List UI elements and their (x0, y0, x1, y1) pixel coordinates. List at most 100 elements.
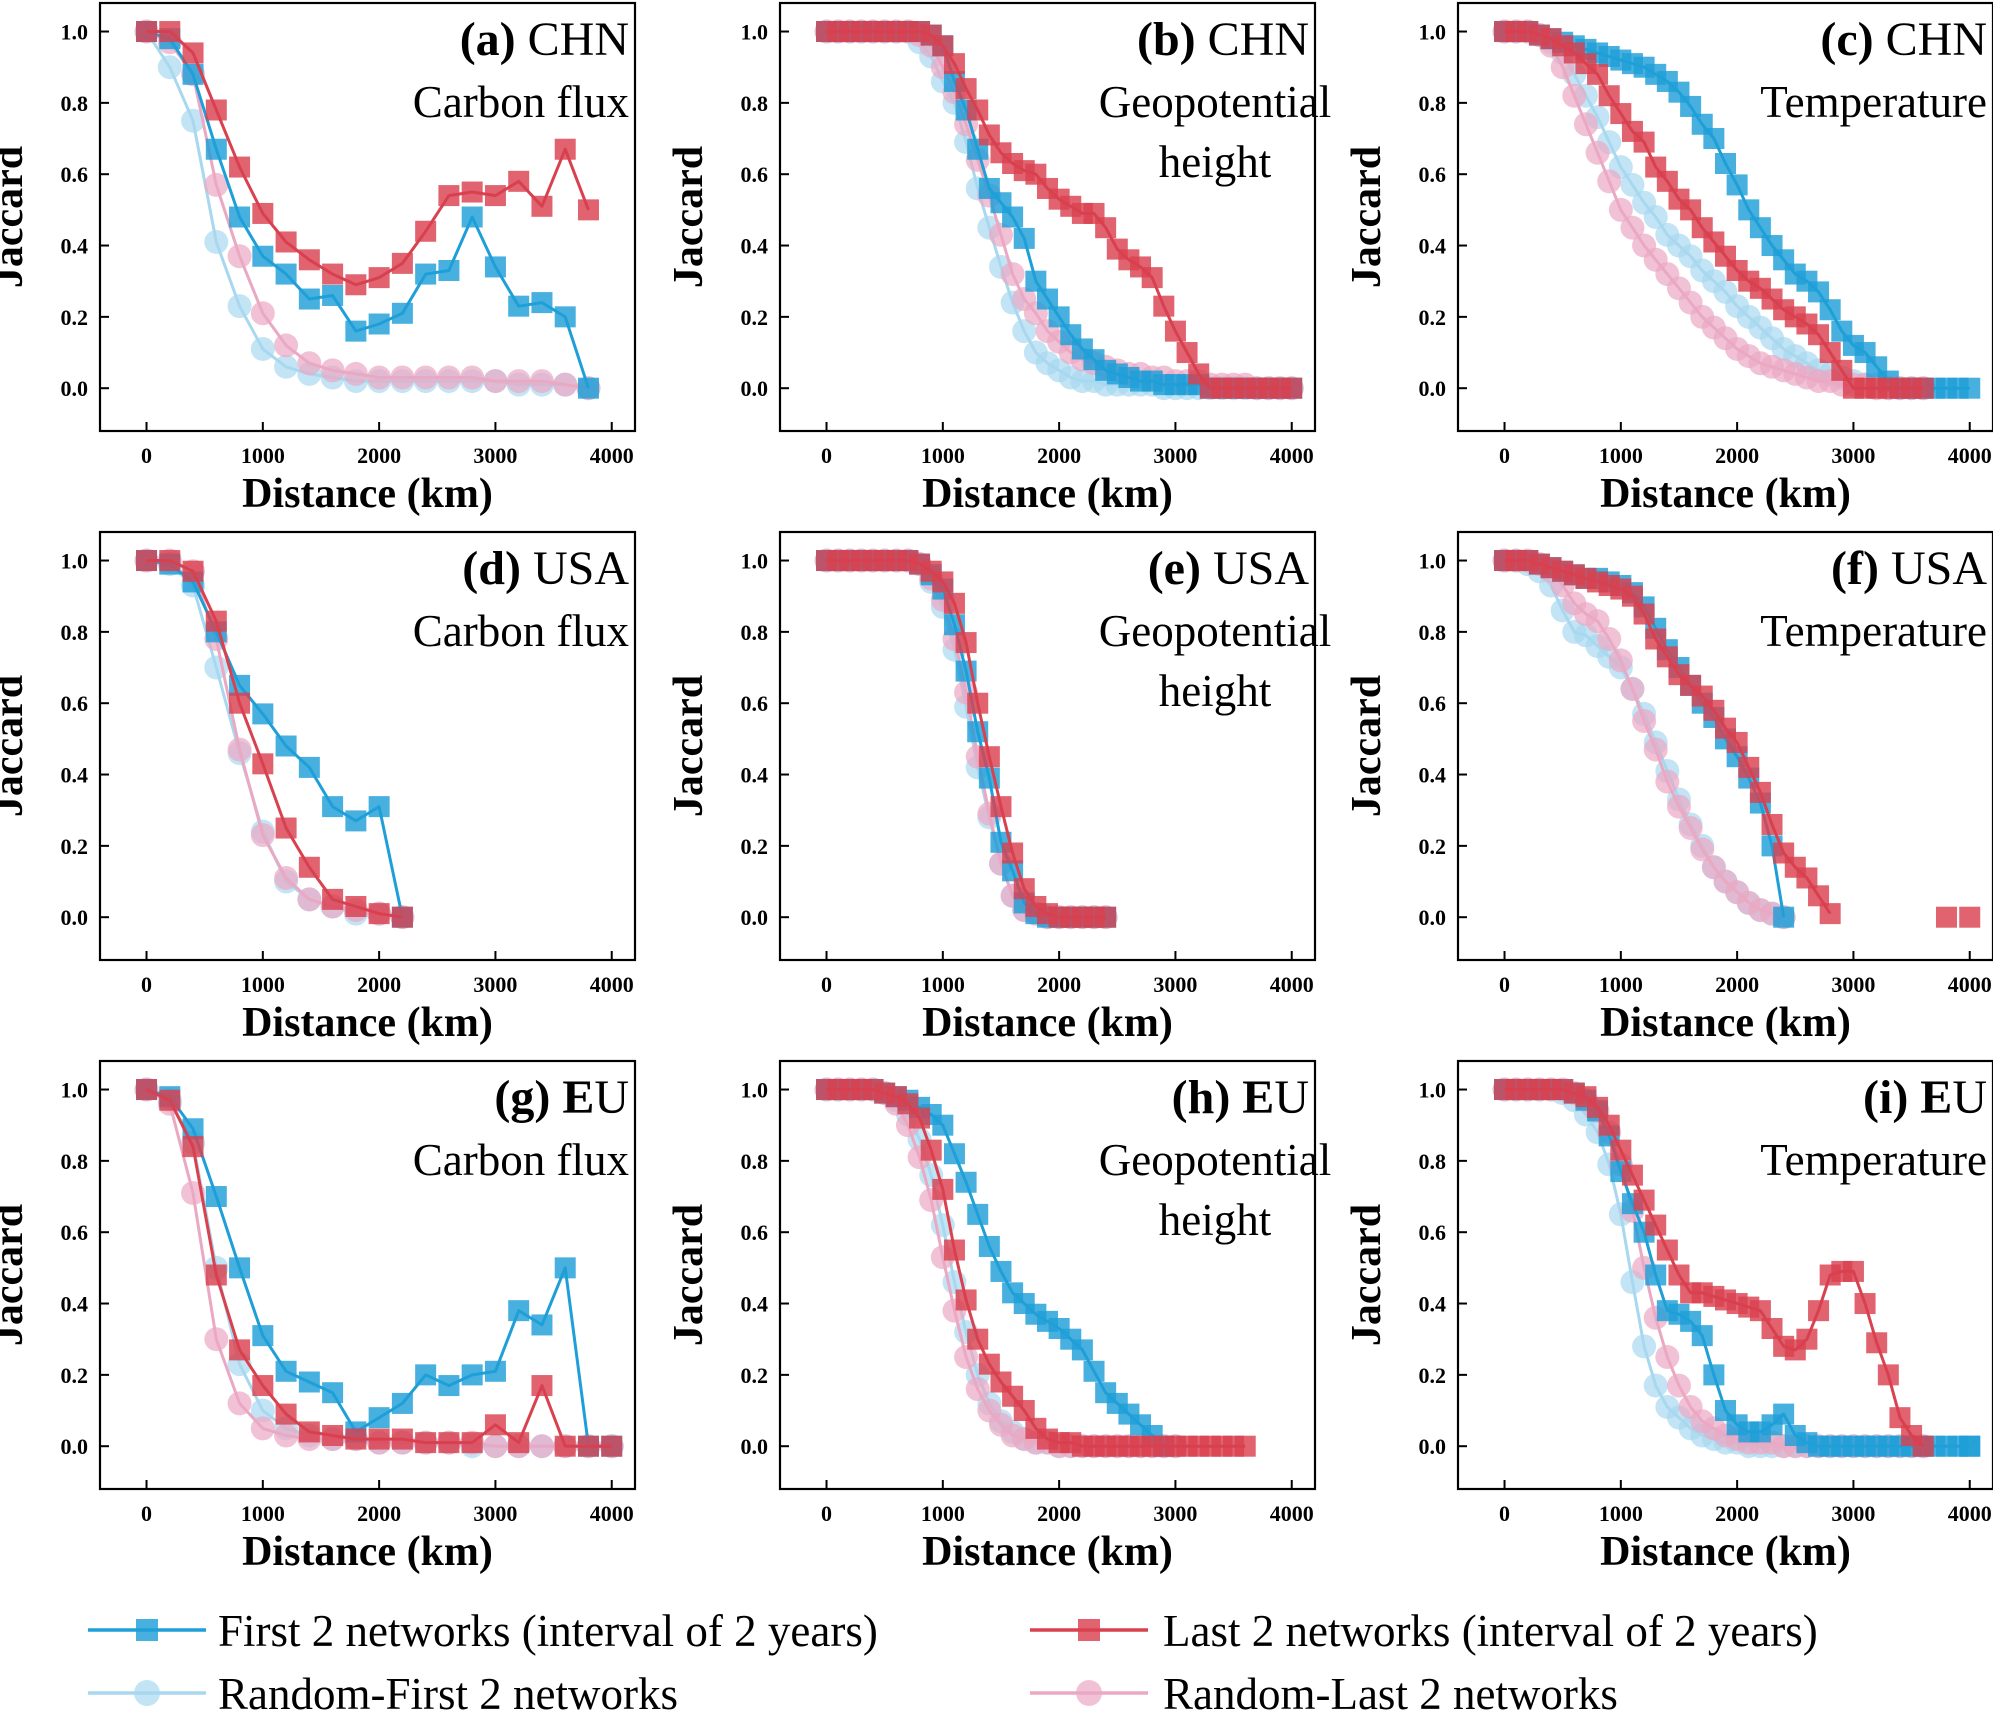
panel-variable: Temperature (1760, 606, 1987, 656)
data-point (955, 1171, 977, 1193)
data-point (1715, 153, 1736, 174)
series-line (826, 559, 1106, 919)
panel-label-bold: (e) (1148, 542, 1201, 595)
data-point (1234, 1435, 1256, 1457)
data-point (1176, 342, 1198, 364)
data-point (1141, 267, 1163, 289)
plot-frame (778, 530, 1317, 962)
y-tick-label: 0.6 (741, 1220, 769, 1245)
data-point (1585, 140, 1610, 165)
data-point (978, 746, 1000, 768)
y-tick-label: 0.2 (61, 1363, 89, 1388)
x-tick-label: 2000 (357, 443, 401, 468)
data-point (229, 206, 251, 228)
series-line (146, 559, 403, 919)
y-tick-label: 0.2 (741, 1363, 769, 1388)
data-point (250, 1416, 275, 1441)
x-tick-label: 2000 (1715, 972, 1759, 997)
data-point (182, 560, 204, 582)
data-point (483, 1434, 508, 1459)
data-point (322, 1425, 344, 1446)
data-point (1959, 906, 1981, 928)
data-point (1656, 170, 1678, 192)
data-point (920, 1139, 942, 1161)
x-tick-label: 4000 (1948, 972, 1992, 997)
data-point (1645, 1214, 1667, 1236)
data-point (1666, 794, 1691, 819)
data-point (1796, 1328, 1818, 1350)
y-tick-label: 1.0 (61, 549, 89, 574)
panel-label: (i) EU (1863, 1071, 1987, 1124)
data-point (1643, 205, 1668, 229)
data-point (577, 377, 599, 399)
data-point (274, 354, 299, 379)
data-point (1796, 867, 1818, 889)
data-point (461, 181, 483, 203)
y-tick-label: 0.4 (1419, 1292, 1447, 1317)
data-point (367, 365, 392, 390)
series-last (136, 21, 599, 296)
data-point (1726, 731, 1748, 753)
y-tick-label: 0.8 (1419, 91, 1447, 116)
x-tick-label: 0 (821, 1501, 832, 1526)
data-point (298, 756, 320, 778)
data-point (460, 365, 485, 390)
data-point (1645, 1264, 1667, 1286)
panel-label: (a) CHN (460, 13, 629, 66)
plot-frame (98, 1059, 637, 1491)
y-tick-label: 0.2 (741, 834, 769, 859)
data-point (415, 1364, 437, 1386)
data-point (1703, 128, 1725, 150)
data-point (1959, 1435, 1981, 1457)
data-point (274, 1423, 299, 1448)
x-tick-label: 3000 (473, 1501, 517, 1526)
panel-g: 0.0 0.2 0.4 0.6 0.8 1.0 0 1000 2000 3000 4000 (g) E… (0, 1059, 637, 1575)
data-point (205, 610, 227, 632)
y-tick-label: 0.4 (741, 763, 769, 788)
x-tick-label: 0 (821, 443, 832, 468)
x-tick-label: 2000 (1715, 443, 1759, 468)
data-point (136, 1079, 158, 1101)
x-axis-title: Distance (km) (242, 471, 493, 517)
data-point (1819, 299, 1841, 321)
panel-variable: Geopotential (1099, 1135, 1331, 1185)
data-point (1025, 270, 1047, 292)
data-point (1598, 1114, 1620, 1136)
x-tick-label: 3000 (1153, 443, 1197, 468)
x-tick-label: 1000 (241, 972, 285, 997)
panel-variable: Geopotential (1099, 606, 1331, 656)
series-random-last (814, 548, 1118, 930)
data-point (483, 369, 508, 394)
data-point (1153, 295, 1175, 317)
panel-label-region: U (1952, 1071, 1987, 1124)
x-tick-label: 4000 (590, 443, 634, 468)
series-first (136, 550, 413, 928)
data-point (1656, 1239, 1678, 1261)
data-point (250, 823, 275, 848)
y-axis-title: Jaccard (1344, 146, 1390, 288)
data-point (368, 313, 390, 335)
data-point (252, 703, 274, 725)
data-point (250, 301, 275, 326)
panel-variable: height (1159, 1195, 1272, 1245)
panel-a: 0.0 0.2 0.4 0.6 0.8 1.0 0 1000 2000 3000 4000 (a) C… (0, 1, 637, 517)
data-point (1610, 1139, 1632, 1161)
data-point (909, 1107, 931, 1129)
data-point (391, 1428, 413, 1450)
y-tick-label: 0.4 (61, 1292, 89, 1317)
series-line (146, 559, 403, 919)
data-point (943, 1143, 965, 1165)
y-tick-label: 0.2 (61, 305, 89, 330)
data-point (1655, 769, 1680, 794)
data-point (298, 1371, 320, 1393)
data-point (554, 138, 576, 160)
panel-label-bold: (d) (462, 542, 521, 595)
x-tick-label: 1000 (921, 972, 965, 997)
data-point (461, 1364, 483, 1386)
data-point (531, 1375, 553, 1397)
x-tick-label: 0 (1499, 1501, 1510, 1526)
data-point (250, 1398, 275, 1423)
series-line (826, 559, 1106, 919)
data-point (275, 263, 297, 285)
data-point (204, 229, 229, 254)
